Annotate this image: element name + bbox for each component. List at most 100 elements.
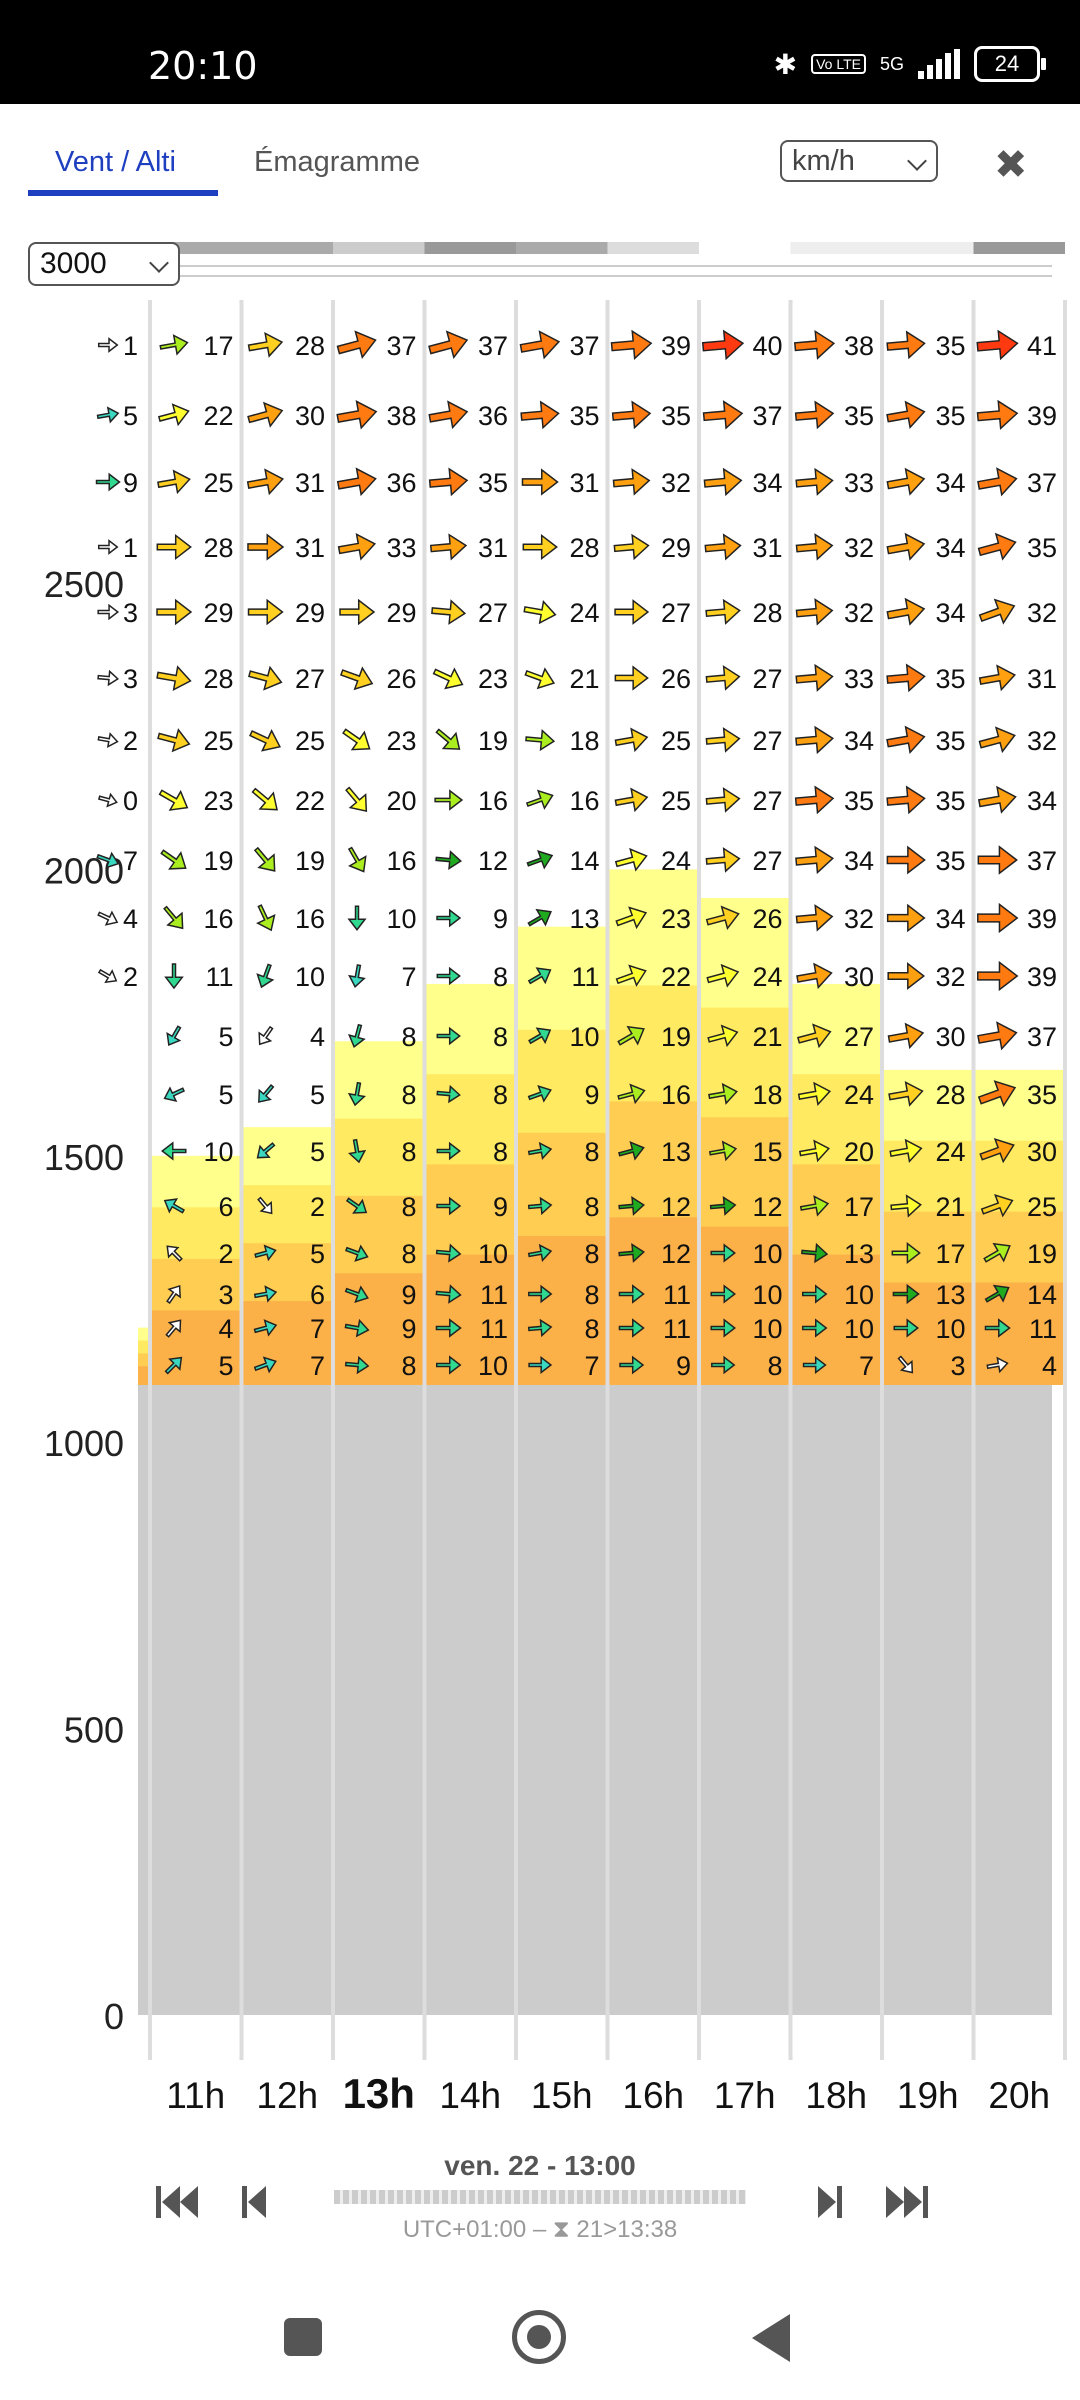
wind-arrow [97, 792, 118, 808]
wind-arrow [157, 469, 191, 495]
wind-speed-label: 2 [218, 1239, 233, 1269]
tab-vent-alti[interactable]: Vent / Alti [55, 146, 176, 178]
wind-arrow [527, 1084, 552, 1103]
wind-speed-label: 34 [935, 533, 965, 563]
wind-speed-label: 25 [203, 726, 233, 756]
wind-speed-label: 5 [310, 1239, 325, 1269]
ground-area [138, 1384, 1052, 2015]
wind-arrow [802, 1318, 828, 1338]
wind-arrow [618, 1318, 645, 1338]
wind-speed-label: 10 [569, 1022, 599, 1052]
recents-button[interactable] [284, 2318, 322, 2356]
altitude-select-value: 3000 [40, 247, 107, 280]
wind-arrow [520, 400, 560, 430]
unit-select[interactable]: km/h [780, 140, 938, 182]
wind-speed-label: 1 [123, 331, 138, 361]
wind-arrow [258, 1084, 275, 1103]
wind-speed-label: 39 [1027, 962, 1057, 992]
step-forward-icon[interactable] [814, 2182, 844, 2222]
wind-speed-label: 30 [844, 962, 874, 992]
wind-speed-label: 26 [386, 664, 416, 694]
wind-arrow [978, 598, 1016, 625]
wind-speed-label: 23 [478, 664, 508, 694]
wind-speed-label: 32 [1027, 598, 1057, 628]
wind-arrow [159, 334, 189, 356]
wind-speed-label: 12 [661, 1239, 691, 1269]
bluetooth-icon: ✱ [773, 48, 798, 80]
wind-speed-label: 23 [661, 904, 691, 934]
wind-arrow [795, 663, 834, 692]
wind-speed-label: 11 [663, 1280, 691, 1310]
wind-arrow [706, 963, 740, 988]
timeline-slider[interactable] [334, 2190, 746, 2204]
wind-speed-label: 13 [661, 1137, 691, 1167]
wind-speed-label: 7 [123, 846, 138, 876]
wind-arrow [247, 401, 284, 428]
wind-speed-label: 19 [295, 846, 325, 876]
wind-speed-label: 8 [401, 1137, 416, 1167]
altitude-strip-cell [699, 242, 791, 254]
wind-arrow [705, 847, 741, 873]
wind-speed-label: 4 [218, 1314, 233, 1344]
wind-arrow [610, 329, 653, 361]
back-button[interactable] [752, 2314, 790, 2362]
wind-arrow [705, 787, 741, 813]
wind-arrow [525, 789, 554, 810]
wind-arrow [247, 533, 285, 561]
wind-arrow [97, 603, 120, 621]
altitude-strip-cell [516, 242, 608, 254]
wind-arrow [253, 1356, 277, 1374]
wind-speed-label: 3 [950, 1351, 965, 1381]
wind-speed-label: 11 [205, 962, 233, 992]
wind-arrow [528, 1355, 553, 1375]
wind-arrow [429, 533, 468, 561]
wind-speed-label: 21 [752, 1022, 782, 1052]
step-back-icon[interactable] [240, 2182, 270, 2222]
wind-arrow [799, 1195, 830, 1217]
wind-speed-label: 25 [1027, 1192, 1057, 1222]
altitude-select[interactable]: 3000 [28, 242, 180, 286]
wind-arrow [893, 1318, 919, 1338]
wind-arrow [160, 849, 187, 870]
skip-to-start-icon[interactable] [154, 2182, 200, 2222]
wind-arrow [795, 725, 835, 755]
wind-speed-label: 31 [1027, 664, 1057, 694]
wind-arrow [156, 533, 192, 561]
wind-arrow [611, 400, 652, 430]
wind-arrow [344, 1355, 370, 1375]
wind-arrow [794, 785, 835, 815]
wind-speed-label: 20 [844, 1137, 874, 1167]
wind-arrow [892, 1283, 920, 1305]
close-icon[interactable]: ✖ [994, 143, 1028, 187]
wind-speed-label: 27 [661, 598, 691, 628]
wind-arrow [435, 1243, 462, 1263]
wind-speed-label: 10 [295, 962, 325, 992]
wind-arrow [708, 1082, 738, 1105]
home-button[interactable] [512, 2310, 566, 2364]
wind-speed-label: 16 [386, 846, 416, 876]
wind-speed-label: 4 [1042, 1351, 1057, 1381]
wind-speed-label: 8 [401, 1351, 416, 1381]
wind-speed-label: 20 [386, 786, 416, 816]
wind-speed-label: 10 [752, 1239, 782, 1269]
wind-arrow [891, 1242, 921, 1264]
wind-speed-label: 4 [310, 1022, 325, 1052]
wind-arrow [618, 1196, 645, 1216]
column-divider [148, 300, 152, 2060]
wind-arrow [613, 533, 650, 561]
wind-speed-label: 35 [478, 468, 508, 498]
wind-speed-label: 6 [310, 1280, 325, 1310]
wind-arrow [705, 727, 741, 753]
wind-speed-label: 35 [844, 786, 874, 816]
wind-arrow [796, 962, 833, 990]
wind-speed-label: 10 [752, 1280, 782, 1310]
wind-speed-label: 24 [844, 1080, 874, 1110]
tab-emagramme[interactable]: Émagramme [254, 146, 420, 178]
skip-to-end-icon[interactable] [884, 2182, 930, 2222]
wind-speed-label: 8 [493, 1137, 508, 1167]
wind-arrow [702, 400, 744, 430]
wind-arrow [527, 1196, 553, 1216]
wind-speed-label: 15 [752, 1137, 782, 1167]
column-divider [239, 300, 244, 2060]
